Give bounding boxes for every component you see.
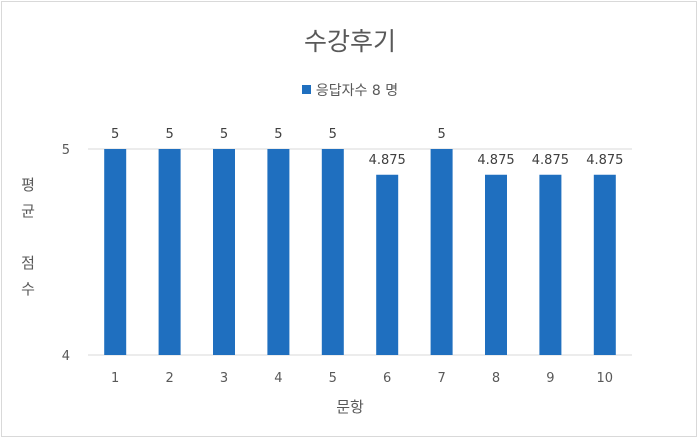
x-tick-label: 6 <box>383 371 391 386</box>
x-tick-label: 8 <box>492 371 500 386</box>
data-label: 4.875 <box>369 153 406 168</box>
y-tick-label: 4 <box>62 349 70 364</box>
data-label: 4.875 <box>586 153 623 168</box>
bar <box>321 149 344 355</box>
data-label: 5 <box>274 127 282 142</box>
bar <box>376 174 399 355</box>
x-tick-label: 7 <box>437 371 445 386</box>
legend: 응답자수 8 명 <box>0 80 700 100</box>
chart-title: 수강후기 <box>303 27 396 56</box>
data-label: 5 <box>165 127 173 142</box>
x-tick-label: 2 <box>165 371 173 386</box>
data-label: 5 <box>220 127 228 142</box>
legend-swatch <box>301 85 311 94</box>
bar <box>213 149 235 355</box>
y-axis-label: 평 균 점 수 <box>18 172 38 302</box>
y-axis-label-char: 점 <box>21 254 35 272</box>
bar <box>593 174 616 355</box>
data-label: 5 <box>437 127 445 142</box>
y-axis-label-char: 평 <box>21 176 35 194</box>
bar <box>430 149 453 355</box>
x-axis-label: 문항 <box>336 398 364 416</box>
data-label: 4.875 <box>477 153 514 168</box>
data-label: 5 <box>111 127 119 142</box>
data-label: 5 <box>329 127 337 142</box>
y-axis-label-char: 균 <box>21 202 35 220</box>
bar <box>104 149 127 355</box>
x-tick-label: 9 <box>546 371 554 386</box>
data-label: 4.875 <box>532 153 569 168</box>
bar <box>158 149 181 355</box>
x-tick-label: 3 <box>220 371 228 386</box>
x-tick-label: 5 <box>329 371 337 386</box>
x-tick-label: 10 <box>597 371 614 386</box>
bar <box>267 149 290 355</box>
y-axis-label-char: 수 <box>21 280 35 298</box>
x-tick-label: 4 <box>274 371 282 386</box>
legend-label: 응답자수 8 명 <box>315 83 399 99</box>
y-tick-label: 5 <box>62 143 70 158</box>
x-tick-label: 1 <box>111 371 119 386</box>
bar <box>539 174 562 355</box>
bar <box>485 174 507 355</box>
